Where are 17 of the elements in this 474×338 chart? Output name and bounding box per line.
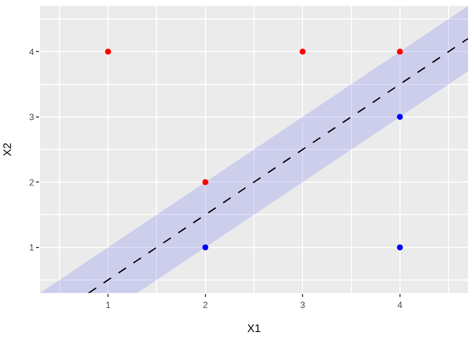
point [396,244,403,250]
point [105,48,112,55]
x-tick-label: 1 [106,300,111,310]
y-axis-title: X2 [2,142,14,156]
y-tick-label: 4 [29,46,34,57]
point [396,48,403,55]
x-tick-label: 3 [300,300,306,310]
point [202,244,208,250]
point [396,114,403,120]
x-axis-title: X1 [247,323,261,335]
x-tick-label: 2 [202,300,208,310]
y-tick-label: 1 [29,242,34,252]
point [202,179,208,186]
point [300,48,306,55]
y-tick-label: 3 [29,112,34,122]
y-tick-label: 2 [29,177,34,188]
x-tick-label: 4 [397,300,402,310]
